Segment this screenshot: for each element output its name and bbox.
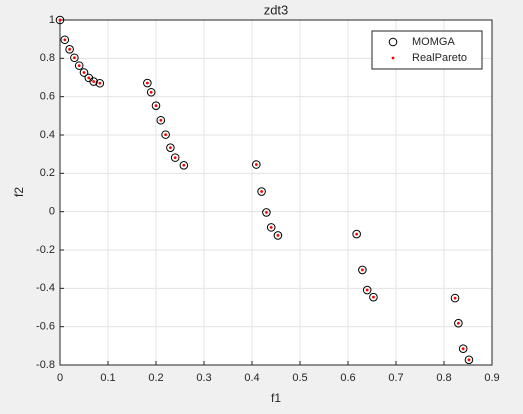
y-tick-label: 0.4 — [40, 129, 55, 141]
marker — [464, 355, 474, 365]
marker — [365, 288, 369, 292]
chart-title: zdt3 — [264, 2, 289, 17]
marker — [355, 232, 359, 236]
legend-box — [371, 30, 483, 70]
marker — [166, 143, 175, 152]
marker — [276, 234, 280, 237]
marker — [273, 231, 283, 240]
marker — [74, 61, 84, 70]
y-tick-label: -0.4 — [36, 282, 55, 294]
x-tick-label: 0.4 — [244, 372, 259, 384]
marker — [98, 81, 102, 85]
marker — [458, 344, 468, 354]
marker — [68, 47, 71, 51]
marker — [145, 81, 149, 85]
marker — [369, 292, 378, 302]
marker — [70, 53, 79, 63]
marker — [254, 163, 258, 166]
marker — [266, 223, 276, 232]
marker — [269, 225, 273, 229]
x-tick-label: 0.8 — [436, 372, 451, 384]
marker — [63, 38, 67, 42]
x-tick-label: 0 — [57, 372, 63, 384]
marker — [182, 163, 186, 167]
marker — [173, 156, 177, 160]
marker — [262, 208, 271, 217]
x-tick-label: 0.5 — [292, 372, 307, 384]
marker — [156, 115, 166, 125]
marker — [92, 80, 95, 83]
marker — [82, 71, 86, 74]
marker — [154, 104, 158, 108]
marker — [257, 187, 266, 196]
marker — [159, 118, 163, 122]
marker — [391, 56, 395, 60]
marker — [362, 285, 372, 295]
marker — [143, 78, 152, 88]
x-tick-label: 0.7 — [388, 372, 403, 384]
marker — [358, 265, 367, 275]
y-tick-label: 0 — [49, 206, 55, 218]
marker — [260, 190, 263, 193]
y-tick-label: 0.6 — [40, 91, 55, 103]
y-tick-label: -0.6 — [36, 321, 55, 333]
marker — [453, 296, 457, 300]
y-tick-label: 0.8 — [40, 52, 55, 64]
marker — [95, 78, 105, 88]
marker — [372, 295, 375, 299]
marker — [77, 64, 81, 68]
marker — [149, 90, 153, 94]
y-tick-label: 0.2 — [40, 167, 55, 179]
marker — [161, 130, 170, 139]
marker — [89, 77, 98, 86]
marker — [65, 45, 74, 54]
marker — [79, 68, 89, 77]
marker — [60, 35, 70, 45]
marker — [55, 15, 65, 25]
marker — [467, 358, 471, 362]
marker — [58, 18, 62, 22]
axes-box — [59, 19, 493, 366]
x-tick-label: 0.9 — [484, 372, 499, 384]
marker — [450, 293, 460, 303]
marker — [146, 87, 156, 97]
x-axis-label: f1 — [271, 391, 281, 405]
y-tick-label: -0.8 — [36, 359, 55, 371]
marker — [361, 268, 364, 272]
plot-area — [60, 20, 492, 365]
marker — [388, 37, 398, 47]
x-tick-label: 0.3 — [196, 372, 211, 384]
marker — [87, 76, 91, 80]
y-tick-label: 1 — [49, 14, 55, 26]
y-tick-label: -0.2 — [36, 244, 55, 256]
marker — [265, 211, 268, 214]
marker — [457, 321, 460, 325]
marker — [252, 160, 261, 169]
marker — [73, 56, 76, 60]
marker — [164, 133, 168, 137]
marker — [151, 101, 161, 110]
marker — [461, 347, 465, 351]
x-tick-label: 0.6 — [340, 372, 355, 384]
marker — [352, 229, 361, 239]
marker — [169, 146, 172, 150]
x-tick-label: 0.1 — [100, 372, 115, 384]
marker — [454, 318, 463, 328]
legend-label: RealPareto — [412, 52, 467, 64]
x-tick-label: 0.2 — [148, 372, 163, 384]
y-axis-label: f2 — [12, 187, 26, 197]
marker — [179, 160, 189, 170]
marker — [170, 153, 180, 162]
legend-label: MOMGA — [412, 36, 455, 48]
